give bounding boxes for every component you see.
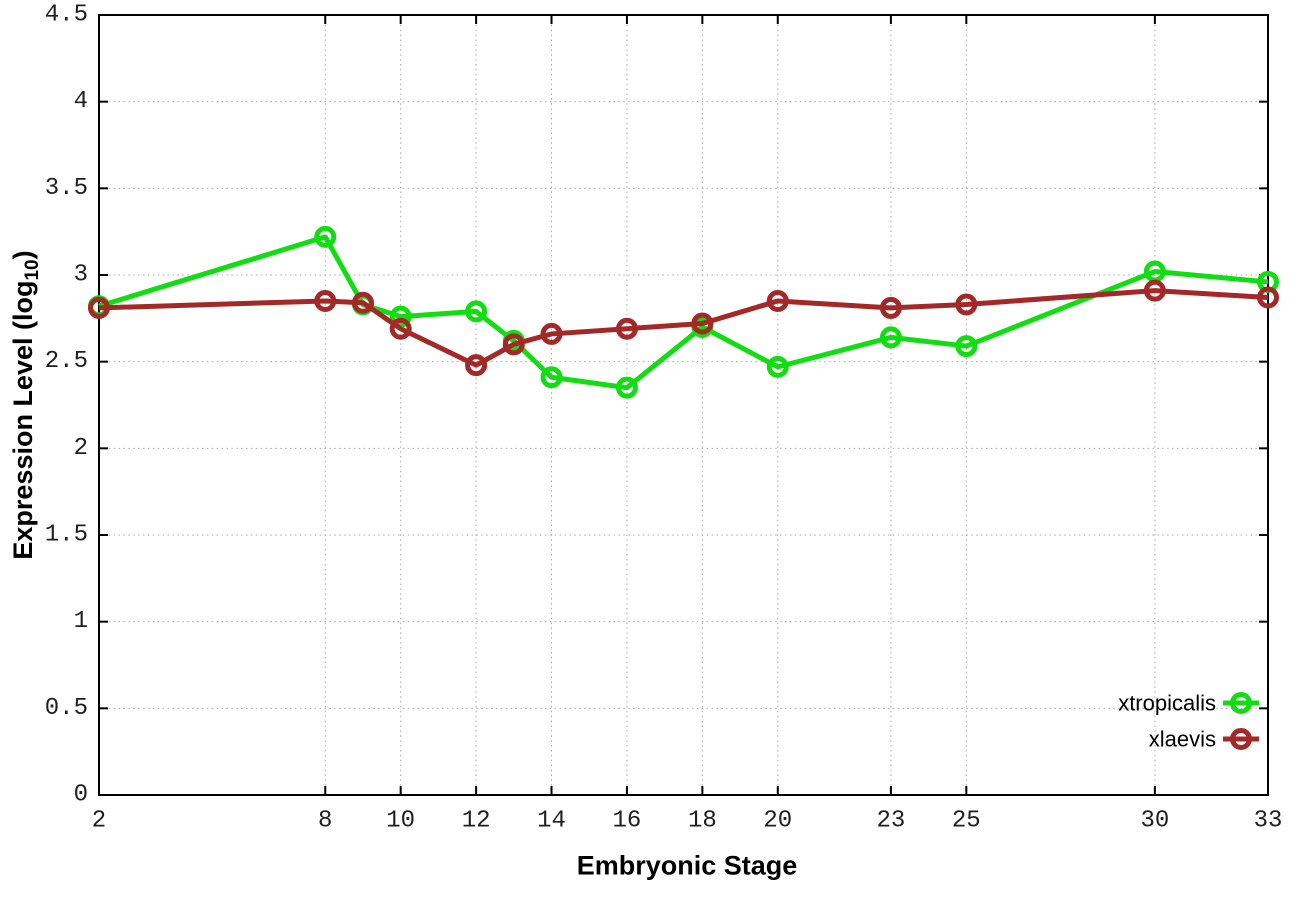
legend-sample-marker-xlaevis [1230,728,1252,750]
series-marker-xlaevis [502,333,525,356]
y-axis-title-end: ) [7,250,38,260]
series-marker-xlaevis [540,322,563,345]
x-tick-label: 8 [318,808,332,835]
x-tick-label: 16 [613,808,642,835]
series-marker-xlaevis [766,290,789,312]
y-axis-title: Expression Level (log10) [8,250,44,559]
series-marker-xlaevis [1143,279,1166,302]
x-tick-label: 33 [1254,808,1283,835]
legend-label-xlaevis: xlaevis [1149,727,1216,752]
series-marker-xtropicalis [389,305,412,328]
series-marker-xlaevis [389,317,412,340]
series-line-xlaevis [98,288,1269,368]
series-marker-xlaevis [615,317,638,340]
series-marker-xlaevis [465,354,488,377]
series-line-xtropicalis [98,234,1269,391]
y-tick-label: 1.5 [45,522,88,549]
y-tick-label: 4 [74,88,88,115]
legend-sample-marker-xtropicalis [1230,692,1252,714]
series-marker-xtropicalis [955,335,978,358]
y-tick-label: 3 [74,262,88,289]
series-marker-xlaevis [88,296,110,319]
x-tick-label: 30 [1140,808,1169,835]
x-tick-label: 25 [952,808,981,835]
y-tick-label: 3.5 [45,175,88,202]
series-marker-xlaevis [879,296,902,319]
series-marker-xtropicalis [314,225,337,248]
y-tick-label: 1 [74,608,88,635]
series-marker-xlaevis [351,291,374,314]
series-marker-xlaevis [1257,286,1279,309]
y-axis-title-main: Expression Level (log [7,280,38,560]
x-tick-label: 14 [537,808,566,835]
x-tick-label: 20 [763,808,792,835]
series-marker-xlaevis [314,290,337,312]
y-tick-label: 2.5 [45,348,88,375]
x-tick-label: 23 [876,808,905,835]
series-marker-xlaevis [955,293,978,316]
y-tick-label: 0 [74,782,88,809]
series-marker-xtropicalis [540,366,563,389]
series-marker-xlaevis [691,312,714,335]
plot-border [98,14,1269,796]
x-tick-label: 18 [688,808,717,835]
x-tick-label: 2 [92,808,106,835]
y-axis-title-subscript: 10 [22,259,44,281]
series-marker-xtropicalis [615,376,638,399]
series-marker-xtropicalis [766,355,789,378]
y-tick-label: 2 [74,435,88,462]
x-tick-label: 12 [462,808,491,835]
y-tick-label: 4.5 [45,2,88,29]
x-tick-label: 10 [386,808,415,835]
series-marker-xtropicalis [465,300,488,323]
series-marker-xtropicalis [879,326,902,349]
legend-label-xtropicalis: xtropicalis [1118,691,1216,716]
y-tick-label: 0.5 [45,695,88,722]
x-axis-title: Embryonic Stage [576,850,798,881]
